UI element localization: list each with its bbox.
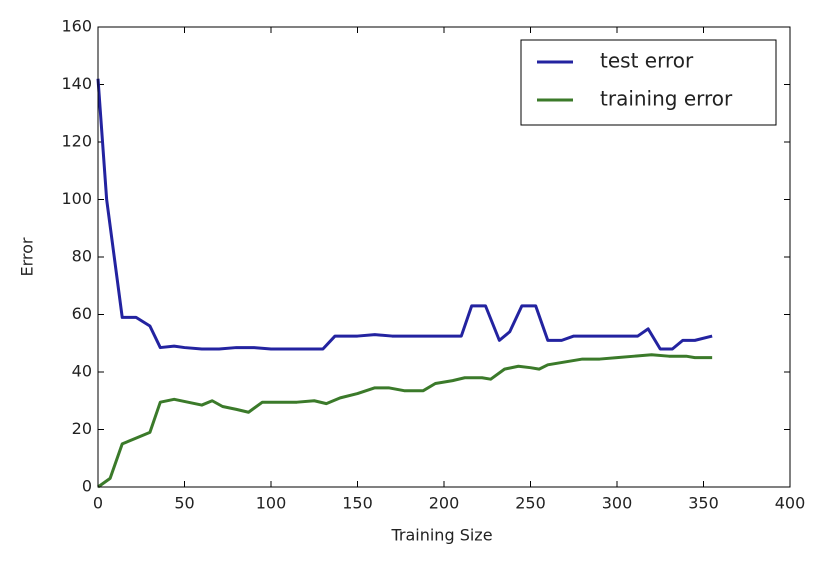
x-tick-label: 400: [775, 494, 806, 513]
x-tick-label: 50: [174, 494, 194, 513]
x-tick-label: 0: [93, 494, 103, 513]
x-tick-label: 150: [342, 494, 373, 513]
y-tick-label: 100: [61, 189, 92, 208]
y-axis-label: Error: [18, 237, 37, 276]
y-tick-label: 160: [61, 17, 92, 36]
x-tick-label: 350: [688, 494, 719, 513]
y-tick-label: 20: [72, 419, 92, 438]
y-tick-label: 140: [61, 74, 92, 93]
line: [96, 78, 713, 351]
x-axis-label: Training Size: [390, 526, 492, 545]
legend-box: [520, 39, 777, 126]
x-tick-label: 250: [515, 494, 546, 513]
y-tick-label: 120: [61, 132, 92, 151]
legend-label: test error: [600, 49, 694, 73]
x-tick-label: 300: [602, 494, 633, 513]
x-tick-label: 100: [256, 494, 287, 513]
x-tick-label: 200: [429, 494, 460, 513]
y-tick-label: 60: [72, 304, 92, 323]
plot-frame: [97, 26, 791, 488]
legend-label: training error: [600, 87, 733, 111]
y-tick-label: 40: [72, 362, 92, 381]
y-tick-label: 0: [82, 477, 92, 496]
y-tick-label: 80: [72, 247, 92, 266]
line: [97, 353, 713, 489]
